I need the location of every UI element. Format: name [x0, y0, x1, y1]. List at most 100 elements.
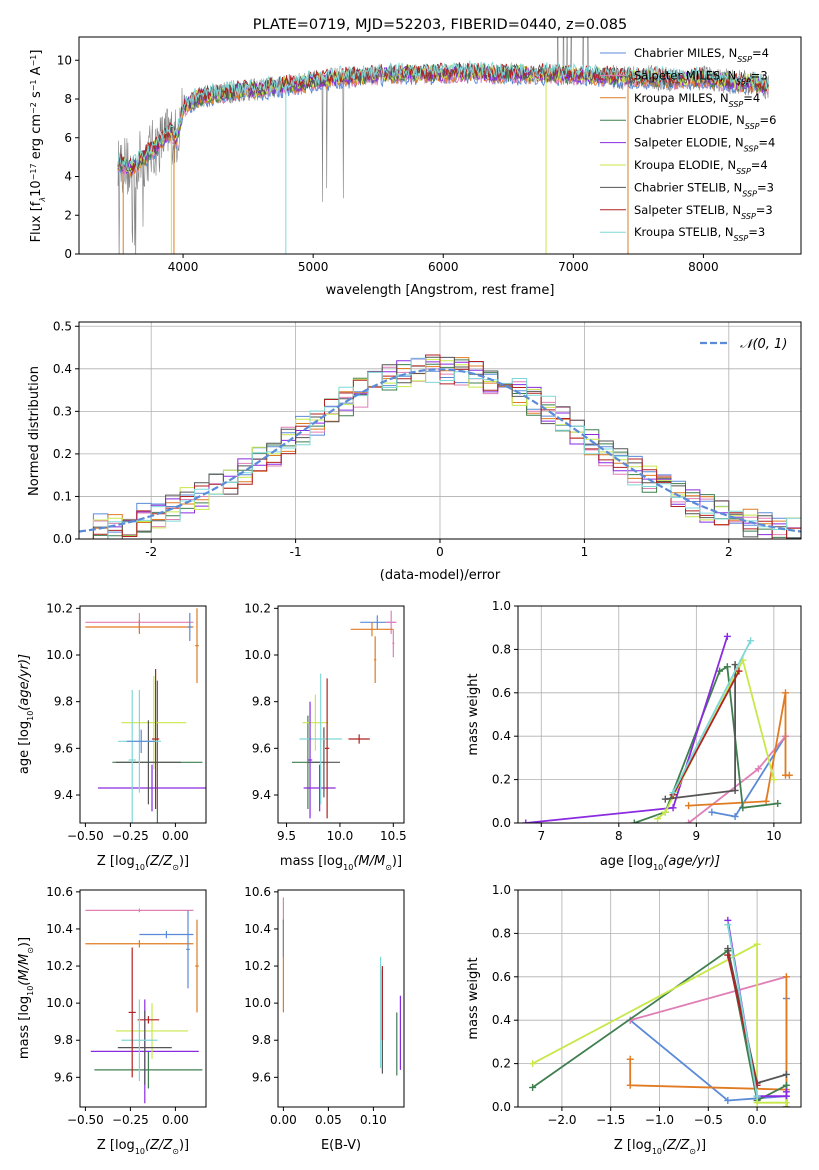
error-bar-point — [128, 690, 136, 823]
error-bar-point — [116, 720, 181, 805]
mass-weight-marker — [735, 667, 743, 675]
label-part: Z [log — [97, 1138, 135, 1153]
axes: −0.50 −0.25 0.00 9.4 9.6 9.8 10.0 10.2 — [46, 601, 207, 843]
y-tick-label: 0 — [64, 247, 72, 261]
y-tick-label: 0.2 — [492, 773, 511, 787]
error-bar-point — [303, 764, 336, 812]
mass-weight-marker — [739, 804, 747, 812]
label-part: 10 — [26, 711, 35, 721]
gaussian-reference-line — [79, 368, 801, 533]
mass-weight-marker — [661, 808, 669, 816]
label-part: =4 — [752, 46, 769, 60]
plot-area — [85, 908, 203, 1104]
label-part: =4 — [743, 91, 760, 105]
x-tick-label: 10.5 — [380, 829, 407, 843]
mass-weight-line — [726, 924, 758, 1097]
y-tick-label: 0.2 — [492, 1057, 511, 1071]
label-part: ⊙ — [26, 947, 35, 954]
label-part: =4 — [758, 136, 775, 150]
legend-entry: Salpeter ELODIE, NSSP=4 — [634, 136, 775, 154]
label-part: Kroupa ELODIE, N — [634, 158, 736, 172]
label-part: Flux [f — [29, 201, 44, 242]
error-bar-point — [126, 729, 156, 753]
mass-weight-marker — [724, 951, 732, 959]
x-axis-label: wavelength [Angstrom, rest frame] — [326, 283, 555, 298]
error-bar-point — [195, 608, 199, 683]
y-tick-label: 0.2 — [53, 447, 72, 461]
error-bar-point — [348, 734, 370, 744]
label-part: SSP — [736, 167, 751, 176]
y-tick-label: 10.2 — [46, 601, 73, 615]
label-part: 10 — [135, 863, 145, 872]
label-part: )] — [179, 1138, 189, 1153]
mass-weight-line — [634, 665, 778, 823]
mass-weight-marker — [654, 815, 662, 823]
label-part: ⊙ — [172, 863, 179, 872]
label-part: SSP — [729, 99, 744, 108]
legend-entry: Salpeter STELIB, NSSP=3 — [634, 203, 773, 221]
y-tick-label: 9.8 — [54, 695, 73, 709]
mass-weight-marker — [785, 771, 793, 779]
error-bar-point — [85, 620, 194, 634]
y-tick-label: 10.0 — [244, 648, 271, 662]
y-tick-label: 10.2 — [244, 601, 271, 615]
y-tick-label: 10 — [57, 53, 72, 67]
x-tick-label: −1.0 — [645, 1113, 674, 1127]
y-tick-label: 10.0 — [46, 648, 73, 662]
error-bar-point — [374, 636, 377, 683]
legend-entry: 𝒩(0, 1) — [740, 337, 787, 352]
label-part: −1 — [29, 55, 38, 67]
x-tick-label: −2.0 — [547, 1113, 576, 1127]
label-part: λ — [38, 197, 47, 203]
label-part: =3 — [751, 68, 768, 82]
y-axis-label: age [log10(age/yr)] — [17, 654, 35, 774]
mass-weight-marker — [731, 786, 739, 794]
plot-area — [282, 897, 401, 1076]
error-bar-point — [385, 610, 397, 634]
label-part: 10 — [652, 1147, 662, 1156]
x-axis-label: age [log10(age/yr)] — [600, 854, 720, 872]
y-tick-label: 0.5 — [53, 319, 72, 333]
chart-title: PLATE=0719, MJD=52203, FIBERID=0440, z=0… — [253, 17, 627, 33]
y-tick-label: 10.0 — [46, 996, 73, 1010]
error-bar-point — [152, 669, 160, 809]
y-axis-label: Normed distribution — [27, 366, 42, 496]
legend-entry: Kroupa ELODIE, NSSP=4 — [634, 158, 768, 176]
mass-weight-marker — [708, 808, 716, 816]
label-part: 10 — [26, 986, 35, 996]
y-tick-label: 9.4 — [54, 788, 73, 802]
mass-weight-marker — [522, 819, 530, 823]
label-part: ⊙ — [689, 1147, 696, 1156]
y-tick-label: 9.8 — [54, 1033, 73, 1047]
mass-weight-marker — [753, 1092, 761, 1100]
mass-weight-marker — [762, 797, 770, 805]
mass-vs-metallicity-panel: −0.50 −0.25 0.00 9.6 9.8 10.0 10.2 10.4 10.6 Z [l… — [17, 885, 207, 1156]
y-tick-label: 9.6 — [252, 741, 271, 755]
x-tick-label: 0 — [436, 545, 444, 559]
weight-vs-age-panel: 7 8 9 10 0.0 0.2 0.4 0.6 0.8 1.0 mass weight age [l… — [466, 599, 802, 872]
mass-weight-marker — [753, 1099, 761, 1107]
axes-frame — [78, 36, 802, 255]
label-part: Salpeter STELIB, N — [634, 203, 741, 217]
x-tick-label: -2 — [145, 545, 157, 559]
x-tick-label: 2 — [725, 545, 733, 559]
x-tick-label: 0.0 — [748, 1113, 767, 1127]
y-tick-label: 0.6 — [492, 686, 511, 700]
y-tick-label: 0.8 — [492, 642, 511, 656]
legend-entry: Kroupa STELIB, NSSP=3 — [634, 225, 765, 243]
error-bar-point — [137, 1016, 160, 1024]
label-part: )] — [696, 1138, 706, 1153]
mass-weight-marker — [669, 804, 677, 812]
label-part: =4 — [751, 158, 768, 172]
mass-weight-line — [672, 670, 740, 796]
y-tick-label: 1.0 — [492, 883, 511, 897]
mass-weight-marker — [529, 1060, 537, 1068]
y-tick-label: 0.4 — [53, 362, 72, 376]
mass-weight-line — [629, 975, 787, 1022]
gridlines — [518, 605, 801, 824]
axes-frame — [277, 605, 405, 824]
label-part: Kroupa MILES, N — [634, 91, 729, 105]
label-part: Z [log — [97, 854, 135, 869]
model-spectrum-line — [117, 62, 769, 172]
